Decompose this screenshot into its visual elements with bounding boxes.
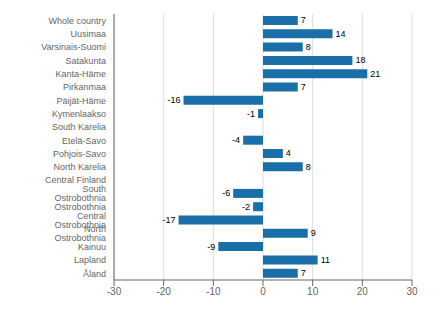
svg-text:Pohjois-Savo: Pohjois-Savo (53, 149, 106, 159)
svg-text:Åland: Åland (83, 269, 106, 279)
svg-text:8: 8 (306, 42, 311, 52)
svg-text:Uusimaa: Uusimaa (70, 29, 106, 39)
svg-text:7: 7 (301, 82, 306, 92)
svg-text:-2: -2 (242, 202, 250, 212)
svg-text:-6: -6 (222, 188, 230, 198)
svg-text:Varsinais-Suomi: Varsinais-Suomi (41, 42, 106, 52)
svg-text:14: 14 (336, 29, 346, 39)
svg-text:Kainuu: Kainuu (78, 242, 106, 252)
svg-text:Etelä-Savo: Etelä-Savo (62, 136, 106, 146)
svg-text:Central Finland: Central Finland (45, 175, 106, 186)
svg-text:0: 0 (260, 286, 266, 297)
svg-text:9: 9 (311, 228, 316, 238)
html-text:Central: Central (77, 210, 106, 221)
svg-text:-4: -4 (232, 135, 240, 145)
svg-text:-30: -30 (107, 286, 122, 297)
svg-text:21: 21 (370, 69, 380, 79)
svg-text:11: 11 (321, 255, 330, 265)
svg-text:10: 10 (307, 286, 319, 297)
svg-text:Kanta-Häme: Kanta-Häme (55, 69, 106, 79)
svg-text:Satakunta: Satakunta (65, 56, 106, 66)
svg-text:South Karelia: South Karelia (52, 122, 106, 132)
svg-text:Päijät-Häme: Päijät-Häme (56, 96, 106, 106)
svg-text:Kymenlaakso: Kymenlaakso (52, 109, 106, 119)
svg-text:NorthOstrobothnia: NorthOstrobothnia (54, 224, 106, 243)
svg-text:18: 18 (355, 55, 365, 65)
svg-text:20: 20 (357, 286, 369, 297)
svg-text:-10: -10 (206, 286, 221, 297)
svg-text:8: 8 (306, 162, 311, 172)
svg-text:4: 4 (286, 148, 291, 158)
svg-text:Pirkanmaa: Pirkanmaa (63, 82, 106, 92)
svg-text:North Karelia: North Karelia (53, 162, 106, 172)
svg-text:Ostrobothnia: Ostrobothnia (54, 202, 106, 212)
svg-text:SouthOstrobothnia: SouthOstrobothnia (54, 184, 106, 203)
svg-text:-1: -1 (247, 109, 255, 119)
svg-text:-16: -16 (168, 95, 181, 105)
svg-text:-17: -17 (163, 215, 176, 225)
svg-text:-9: -9 (207, 242, 215, 252)
svg-text:Lapland: Lapland (74, 255, 106, 265)
svg-text:7: 7 (301, 15, 306, 25)
svg-text:-20: -20 (156, 286, 171, 297)
svg-text:Whole country: Whole country (48, 16, 106, 26)
svg-text:7: 7 (301, 268, 306, 278)
svg-text:30: 30 (406, 286, 418, 297)
